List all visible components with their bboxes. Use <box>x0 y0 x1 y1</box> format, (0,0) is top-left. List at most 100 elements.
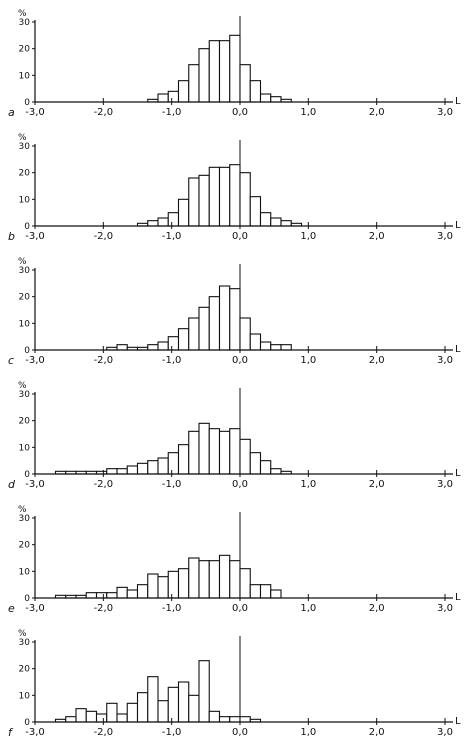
histogram-bar <box>167 90 180 103</box>
y-tick-label: 10 <box>19 195 31 205</box>
histogram-bar <box>249 333 262 351</box>
y-tick-label: 10 <box>19 567 31 577</box>
y-tick-label: 0 <box>24 718 30 728</box>
y-unit-label: % <box>18 381 27 391</box>
x-tick-label: 2,0 <box>369 231 385 242</box>
x-tick-label: -2,0 <box>94 603 114 614</box>
y-unit-label: % <box>18 9 27 19</box>
x-axis-end-label: L <box>455 96 461 107</box>
histogram-bar <box>249 80 262 103</box>
histogram-bar <box>126 589 139 599</box>
histogram-bar <box>126 465 139 475</box>
x-axis-end-label: L <box>455 592 461 603</box>
x-tick-label: -3,0 <box>25 727 45 738</box>
histogram-bar <box>177 444 190 475</box>
y-tick-label: 20 <box>19 665 31 675</box>
x-tick-label: 0,0 <box>232 479 248 490</box>
y-tick-label: 20 <box>19 541 31 551</box>
x-tick-label: 3,0 <box>437 355 453 366</box>
histogram-bar <box>229 164 241 227</box>
histogram-bar <box>147 344 159 351</box>
y-tick-label: 0 <box>24 594 30 604</box>
x-tick-label: 3,0 <box>437 231 453 242</box>
histogram-bar <box>95 592 108 599</box>
histogram-bar <box>218 40 231 103</box>
histogram-bar <box>218 430 231 475</box>
x-tick-label: 3,0 <box>437 603 453 614</box>
histogram-bar <box>188 694 200 723</box>
y-unit-label: % <box>18 257 27 267</box>
x-tick-label: 1,0 <box>300 479 316 490</box>
histogram-bar <box>239 716 251 723</box>
histogram-panel-d: 0 10 20 30% -3,0 -2,0 -1,0 0,0 1,0 2,0 3,0Ld <box>8 381 461 491</box>
histogram-bar <box>147 676 159 723</box>
x-tick-label: 3,0 <box>437 107 453 118</box>
histogram-bar <box>167 212 180 227</box>
histogram-bar <box>208 296 221 351</box>
y-tick-label: 30 <box>19 514 31 524</box>
x-tick-label: 1,0 <box>300 727 316 738</box>
x-tick-label: -1,0 <box>162 107 182 118</box>
histogram-bar <box>229 288 241 351</box>
panel-letter: c <box>8 354 14 367</box>
histogram-bar <box>270 96 282 103</box>
x-tick-label: 0,0 <box>232 107 248 118</box>
histogram-bar <box>157 700 169 723</box>
x-tick-label: -3,0 <box>25 107 45 118</box>
x-tick-label: 3,0 <box>437 479 453 490</box>
histogram-bar <box>106 702 118 723</box>
x-tick-label: -1,0 <box>162 479 182 490</box>
y-tick-label: 0 <box>24 346 30 356</box>
histogram-bar <box>116 586 128 599</box>
x-tick-label: -2,0 <box>94 107 114 118</box>
histogram-bar <box>270 344 282 351</box>
y-tick-label: 20 <box>19 417 31 427</box>
x-tick-label: -2,0 <box>94 231 114 242</box>
y-tick-label: 20 <box>19 169 31 179</box>
y-tick-label: 10 <box>19 443 31 453</box>
histogram-bar <box>167 452 180 475</box>
histogram-bar <box>229 34 241 103</box>
y-tick-label: 30 <box>19 266 31 276</box>
histogram-bar <box>270 217 282 227</box>
histogram-bar <box>208 710 221 723</box>
x-axis-end-label: L <box>455 716 461 727</box>
x-tick-label: 2,0 <box>369 479 385 490</box>
y-tick-label: 10 <box>19 71 31 81</box>
histogram-bar <box>198 174 210 227</box>
histogram-bar <box>198 422 210 475</box>
histogram-bar <box>208 560 221 599</box>
x-tick-label: 1,0 <box>300 107 316 118</box>
x-axis-end-label: L <box>455 344 461 355</box>
y-tick-label: 10 <box>19 691 31 701</box>
histogram-bar <box>239 317 251 351</box>
x-tick-label: -3,0 <box>25 355 45 366</box>
panel-letter: e <box>8 602 15 615</box>
x-axis-end-label: L <box>455 468 461 479</box>
x-tick-label: -3,0 <box>25 231 45 242</box>
x-tick-label: 0,0 <box>232 603 248 614</box>
histogram-bar <box>116 344 128 351</box>
histogram-panel-e: 0 10 20 30% -3,0 -2,0 -1,0 0,0 1,0 2,0 3,0Le <box>8 505 461 615</box>
histogram-bar <box>259 212 272 227</box>
histogram-bar <box>188 430 200 475</box>
histogram-bar <box>85 710 98 723</box>
y-tick-label: 20 <box>19 45 31 55</box>
histogram-bar <box>106 592 118 599</box>
histogram-bar <box>177 681 190 723</box>
x-tick-label: 0,0 <box>232 727 248 738</box>
histogram-bar <box>259 341 272 351</box>
histogram-bar <box>208 166 221 227</box>
histogram-bar <box>218 554 231 599</box>
x-tick-label: 2,0 <box>369 355 385 366</box>
x-axis-end-label: L <box>455 220 461 231</box>
histogram-bar <box>229 428 241 475</box>
histogram-bar <box>157 217 169 227</box>
panel-letter: d <box>8 478 16 491</box>
panel-letter: b <box>8 230 15 243</box>
histogram-bar <box>106 468 118 475</box>
x-tick-label: 1,0 <box>300 355 316 366</box>
y-tick-label: 20 <box>19 293 31 303</box>
y-tick-label: 0 <box>24 470 30 480</box>
histogram-bar <box>270 468 282 475</box>
